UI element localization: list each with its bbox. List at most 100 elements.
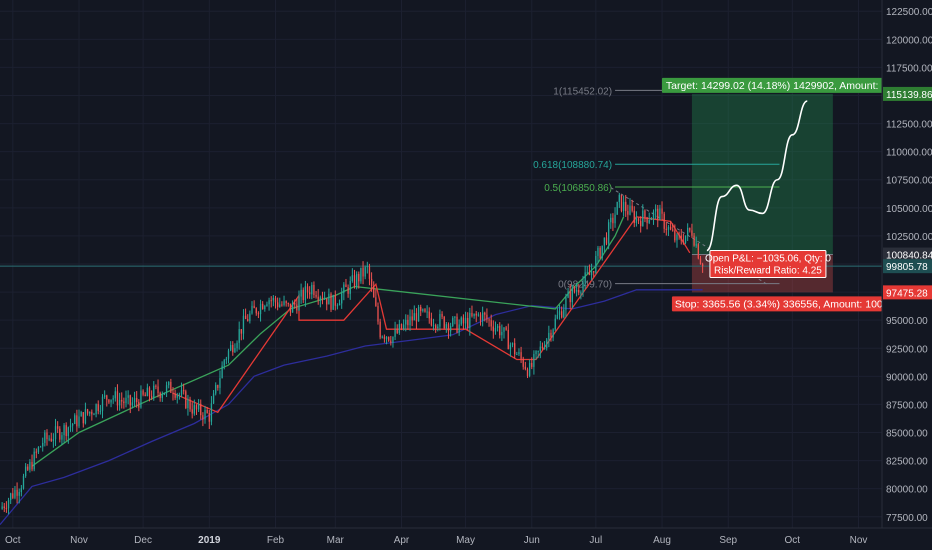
candle-body: [266, 304, 268, 306]
candle-body: [317, 296, 319, 300]
candle-body: [430, 318, 433, 326]
candle-body: [255, 308, 257, 314]
candle-body: [388, 336, 390, 341]
candle-body: [578, 289, 580, 293]
candle-body: [586, 272, 588, 274]
x-axis-panel: [0, 528, 932, 550]
candle-body: [200, 403, 202, 416]
candle-body: [618, 194, 620, 202]
candle-body: [390, 340, 392, 343]
candle-body: [7, 500, 10, 509]
candle-body: [69, 425, 72, 428]
candle-body: [118, 399, 121, 406]
x-tick-label: May: [456, 535, 475, 546]
candle-body: [571, 287, 574, 303]
candle-body: [413, 313, 415, 321]
candle-body: [306, 286, 309, 293]
candle-body: [492, 326, 494, 332]
candle-body: [447, 324, 450, 332]
price-tag-box: [883, 86, 932, 101]
price-tag-box: [883, 247, 932, 262]
candle-body: [27, 466, 29, 470]
candle-body: [341, 293, 343, 304]
candle-body: [221, 365, 223, 379]
candle-body: [445, 324, 448, 329]
candle-body: [294, 302, 296, 305]
x-tick-label: Oct: [785, 535, 801, 546]
candle-body: [71, 423, 74, 426]
candle-body: [240, 329, 242, 334]
candle-body: [439, 313, 441, 327]
candle-body: [366, 266, 368, 268]
candle-body: [488, 319, 490, 321]
candle-body: [443, 316, 445, 329]
candle-body: [659, 208, 661, 221]
candle-body: [208, 413, 210, 422]
candle-body: [315, 295, 317, 297]
candle-body: [693, 235, 695, 246]
candle-body: [460, 317, 462, 325]
candle-body: [565, 297, 567, 310]
candle-body: [584, 272, 586, 283]
candle-body: [528, 362, 531, 376]
candle-body: [93, 414, 95, 416]
y-tick-label: 107500.00: [886, 176, 932, 187]
candle-body: [631, 205, 633, 211]
candle-body: [61, 435, 63, 440]
candle-body: [161, 394, 163, 398]
candle-body: [678, 234, 680, 236]
candle-body: [640, 220, 642, 227]
price-tag-label: 99805.78: [886, 262, 928, 273]
candle-body: [452, 317, 454, 326]
candle-body: [187, 399, 189, 409]
candle-body: [663, 213, 665, 229]
candle-body: [511, 343, 514, 345]
candle-body: [157, 386, 159, 393]
candle-body: [537, 350, 539, 352]
candle-body: [289, 303, 292, 313]
candle-body: [563, 309, 565, 318]
candle-body: [76, 415, 78, 427]
y-tick-label: 77500.00: [886, 513, 928, 524]
candle-body: [146, 387, 149, 397]
candle-body: [622, 201, 625, 211]
candle-body: [97, 404, 99, 412]
candle-body: [697, 244, 700, 259]
candle-body: [127, 395, 129, 398]
candle-body: [291, 302, 294, 313]
candle-body: [112, 398, 114, 400]
candle-body: [552, 329, 554, 338]
x-tick-label: Sep: [719, 535, 737, 546]
candle-body: [484, 312, 486, 315]
candle-body: [524, 366, 527, 370]
candle-body: [422, 309, 424, 311]
candle-body: [379, 321, 381, 338]
pnl-label-box: [709, 250, 827, 279]
candle-body: [351, 275, 354, 281]
candle-body: [82, 412, 84, 424]
candle-body: [368, 266, 371, 279]
candle-body: [648, 220, 650, 223]
candle-body: [501, 331, 503, 336]
candle-body: [86, 409, 89, 414]
candle-body: [437, 326, 439, 328]
candle-body: [191, 409, 193, 414]
candle-body: [232, 344, 234, 353]
candle-body: [603, 237, 606, 246]
candle-body: [330, 293, 332, 310]
candle-body: [46, 432, 48, 440]
candle-body: [42, 442, 44, 447]
candle-body: [215, 385, 217, 394]
candle-body: [123, 401, 125, 404]
candle-body: [597, 247, 599, 256]
candle-body: [676, 234, 678, 241]
candle-body: [206, 409, 208, 414]
candle-body: [650, 218, 653, 221]
candle-body: [29, 461, 31, 470]
x-tick-label: Jul: [589, 535, 602, 546]
candle-body: [338, 303, 341, 306]
candle-body: [458, 324, 460, 333]
candle-body: [300, 289, 302, 297]
